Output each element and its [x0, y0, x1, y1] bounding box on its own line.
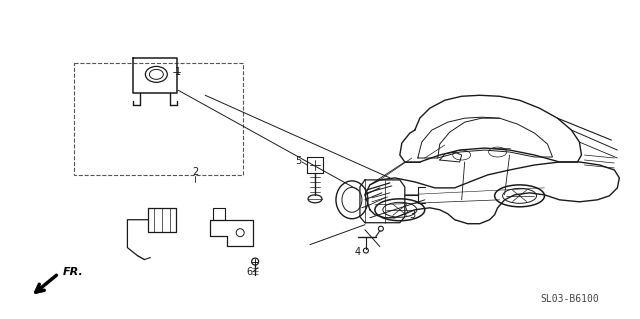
- Text: SL03-B6100: SL03-B6100: [540, 294, 599, 304]
- Text: FR.: FR.: [63, 266, 83, 277]
- Text: 6: 6: [246, 266, 252, 277]
- Text: 4: 4: [355, 247, 361, 256]
- Bar: [74, 63, 243, 175]
- Text: 3: 3: [410, 210, 416, 220]
- Text: 1: 1: [175, 67, 181, 78]
- Text: 5: 5: [295, 156, 301, 166]
- Text: 2: 2: [192, 167, 198, 177]
